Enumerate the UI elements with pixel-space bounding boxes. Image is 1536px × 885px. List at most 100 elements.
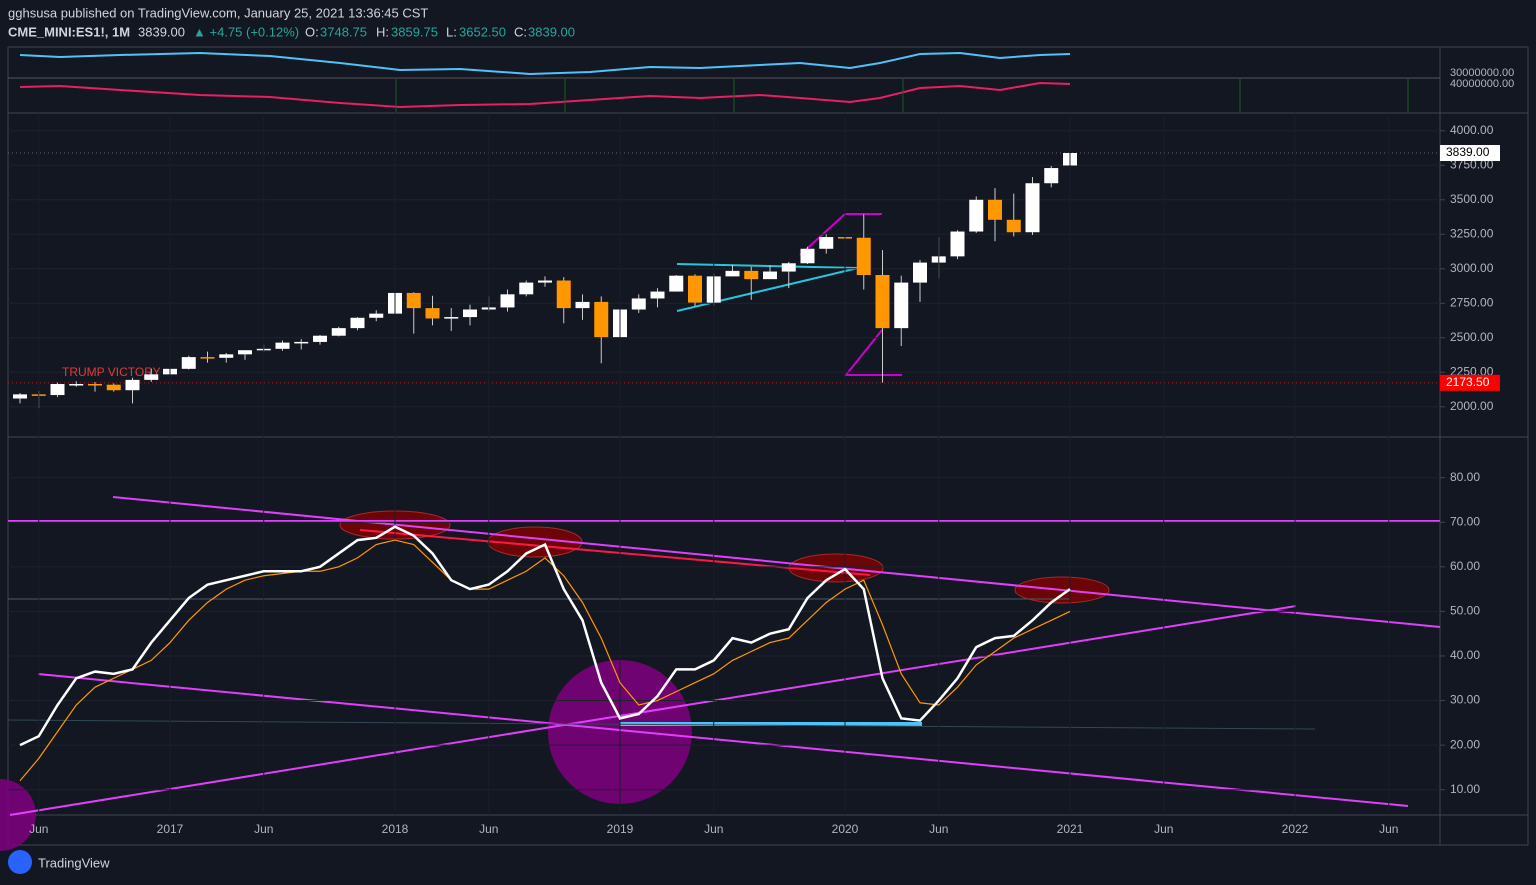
candle-body [238, 350, 252, 355]
candle-body [744, 270, 759, 280]
x-tick-label: Jun [1154, 822, 1173, 836]
candle-body [444, 317, 459, 319]
brand[interactable]: TradingView [38, 855, 110, 870]
low-label: L: [446, 24, 457, 39]
open-label: O: [305, 24, 319, 39]
close: 3839.00 [528, 24, 575, 39]
close-label: C: [514, 24, 527, 39]
candle-body [406, 292, 421, 309]
y-tick-label: 4000.00 [1450, 123, 1494, 137]
x-tick-label: Jun [1379, 822, 1398, 836]
x-tick-label: Jun [704, 822, 723, 836]
x-tick-label: Jun [254, 822, 273, 836]
annotation: TRUMP VICTORY [62, 365, 161, 379]
candle-body [369, 313, 384, 318]
candle-body [1044, 168, 1059, 184]
indicator-line [19, 539, 1071, 782]
symbol: CME_MINI:ES1!, 1M [8, 24, 130, 39]
x-tick-label: 2022 [1282, 822, 1309, 836]
candle-body [875, 275, 890, 329]
candle-body [13, 394, 27, 399]
y-tick-label: 30000000.00 [1450, 67, 1514, 79]
candle-body [519, 282, 534, 295]
candle-body [763, 271, 777, 280]
low: 3652.50 [459, 24, 506, 39]
y-tick-label: 3500.00 [1450, 192, 1494, 206]
candle-body [669, 275, 684, 292]
y-tick-label: 50.00 [1450, 604, 1480, 618]
candle-body [125, 379, 140, 391]
candle-body [88, 384, 102, 386]
price-label: 2173.50 [1446, 375, 1490, 389]
candle-body [463, 309, 477, 318]
candle-body [594, 301, 609, 338]
indicator-line [19, 525, 1071, 747]
x-tick-label: Jun [479, 822, 498, 836]
candle-body [144, 374, 159, 380]
y-tick-label: 60.00 [1450, 559, 1480, 573]
candle-body [894, 282, 909, 329]
candle-body [556, 280, 571, 309]
volume-line [19, 51, 1071, 76]
price-label-box [1440, 374, 1500, 391]
candle-body [575, 301, 590, 309]
change: ▲ +4.75 (+0.12%) [193, 24, 299, 39]
price-label-box [1440, 145, 1500, 162]
candle-body [275, 342, 290, 349]
candle-body [988, 199, 1002, 220]
candle-body [50, 384, 65, 396]
candle-body [219, 354, 234, 358]
last-price: 3839.00 [138, 24, 185, 39]
y-tick-label: 10.00 [1450, 782, 1480, 796]
open: 3748.75 [320, 24, 367, 39]
candle-body [538, 280, 552, 283]
candle-body [969, 199, 984, 232]
candle-body [819, 237, 834, 249]
candle-body [313, 335, 327, 342]
pane-borders [7, 46, 1529, 846]
candle-body [106, 384, 121, 391]
y-tick-label: 2500.00 [1450, 330, 1494, 344]
candle-body [631, 298, 646, 310]
candle-body [200, 357, 215, 359]
candle-body [1006, 219, 1021, 233]
y-tick-label: 3250.00 [1450, 226, 1494, 240]
y-tick-label: 2750.00 [1450, 295, 1494, 309]
high-label: H: [376, 24, 389, 39]
y-tick-label: 80.00 [1450, 470, 1480, 484]
candle-body [650, 291, 665, 299]
x-tick-label: Jun [29, 822, 48, 836]
candle-body [856, 237, 871, 275]
volume-line [19, 81, 1071, 109]
candle-body [725, 270, 740, 277]
candle-body [913, 262, 927, 283]
x-tick-label: 2021 [1057, 822, 1084, 836]
candle-body [1025, 183, 1040, 233]
candle-body [950, 231, 965, 257]
x-tick-label: 2017 [157, 822, 184, 836]
x-tick-label: 2018 [382, 822, 409, 836]
y-tick-label: 40000000.00 [1450, 78, 1514, 90]
candle-body [350, 317, 365, 329]
price-label: 3839.00 [1446, 145, 1490, 159]
x-tick-label: 2020 [832, 822, 859, 836]
candle-body [181, 357, 196, 369]
candle-body [500, 294, 515, 308]
candle-body [425, 308, 440, 319]
x-tick-label: Jun [929, 822, 948, 836]
y-tick-label: 40.00 [1450, 648, 1480, 662]
candle-body [688, 275, 702, 303]
y-tick-label: 3000.00 [1450, 261, 1494, 275]
y-tick-label: 20.00 [1450, 737, 1480, 751]
publisher: gghsusa published on TradingView.com, Ja… [8, 5, 428, 20]
y-tick-label: 70.00 [1450, 514, 1480, 528]
x-tick-label: 2019 [607, 822, 634, 836]
candle-body [781, 263, 796, 272]
y-tick-label: 2000.00 [1450, 399, 1494, 413]
candle-body [331, 328, 346, 336]
candle-body [294, 341, 309, 344]
y-tick-label: 30.00 [1450, 693, 1480, 707]
high: 3859.75 [391, 24, 438, 39]
